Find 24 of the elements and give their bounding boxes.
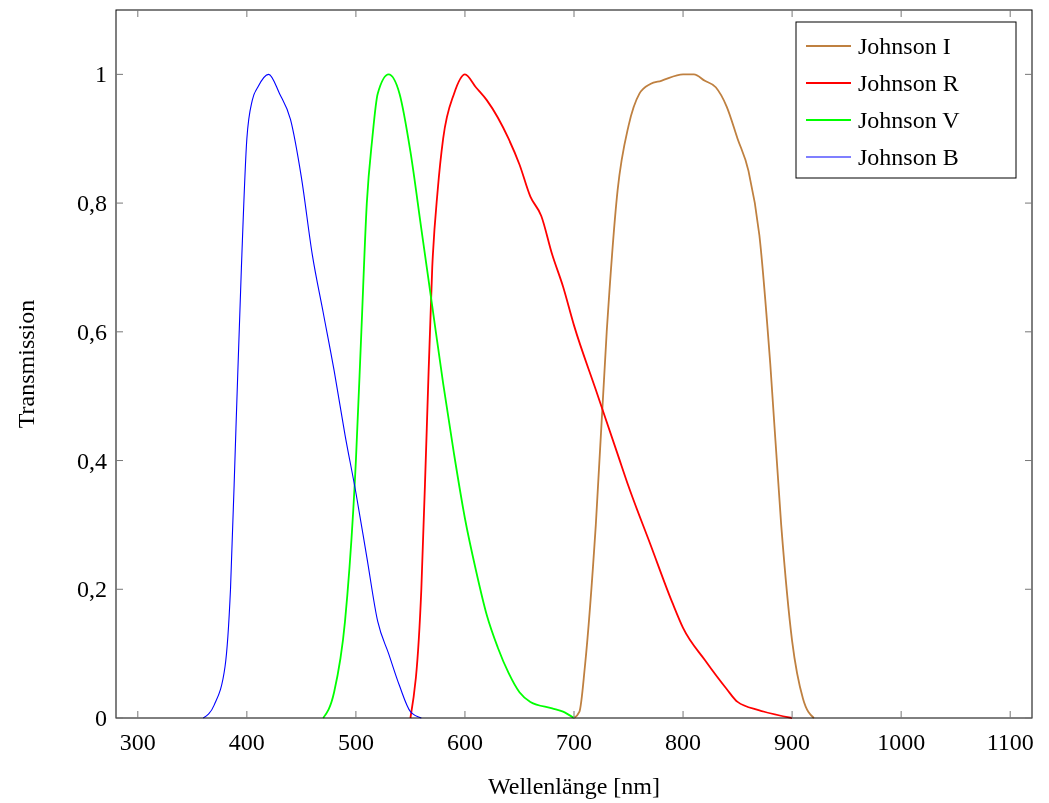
y-tick-label: 0,8 xyxy=(77,190,107,217)
x-tick-label: 1000 xyxy=(877,729,926,755)
line-series xyxy=(573,73,815,719)
legend-label: Johnson R xyxy=(858,70,959,96)
line-series xyxy=(202,73,422,719)
y-tick-label: 0,4 xyxy=(77,447,107,474)
x-axis-title: Wellenlänge [nm] xyxy=(488,773,660,799)
x-tick-label: 800 xyxy=(665,729,702,755)
legend-label: Johnson I xyxy=(858,33,951,59)
y-axis-title: Transmission xyxy=(13,299,39,429)
legend-label: Johnson B xyxy=(858,144,959,170)
x-tick-label: 500 xyxy=(337,729,374,755)
y-tick-label: 0,2 xyxy=(77,576,107,603)
x-tick-label: 1100 xyxy=(986,729,1034,755)
x-tick-label: 900 xyxy=(774,729,811,755)
line-series xyxy=(322,73,575,719)
x-tick-label: 300 xyxy=(119,729,156,755)
y-tick-label: 0,6 xyxy=(77,318,107,345)
x-tick-label: 400 xyxy=(228,729,265,755)
y-tick-label: 1 xyxy=(95,61,107,88)
legend-label: Johnson V xyxy=(858,107,961,133)
x-tick-label: 700 xyxy=(556,729,592,755)
y-tick-label: 0 xyxy=(95,705,107,731)
x-tick-label: 600 xyxy=(446,729,483,755)
